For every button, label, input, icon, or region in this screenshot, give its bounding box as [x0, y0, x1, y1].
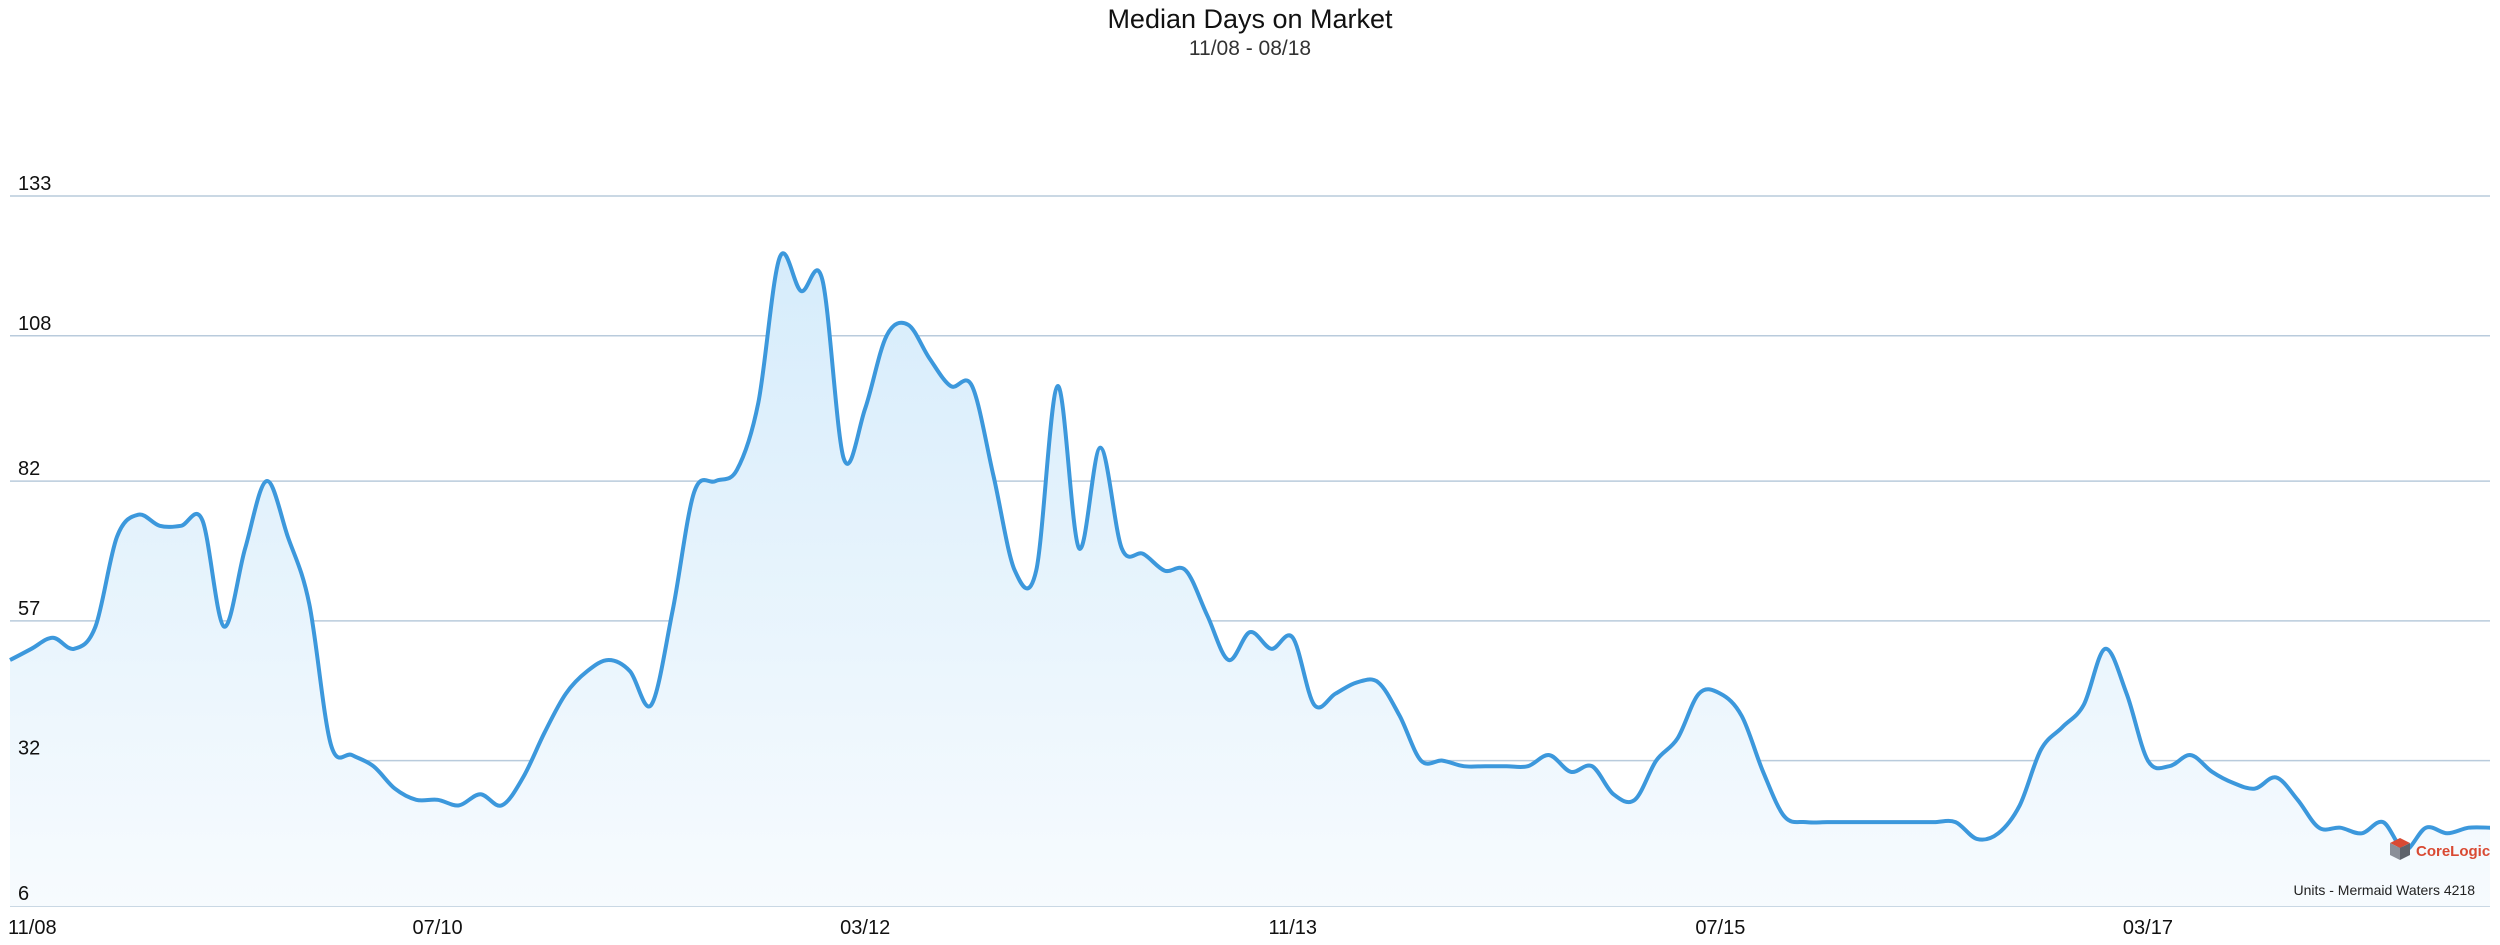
y-tick-label: 6	[18, 883, 29, 905]
chart-footnote: Units - Mermaid Waters 4218	[2293, 882, 2475, 898]
x-tick-label: 07/15	[1695, 917, 1745, 939]
area-layer	[10, 253, 2490, 906]
line-layer	[9, 251, 2491, 853]
x-tick-label: 07/10	[413, 917, 463, 939]
x-axis-ticks: 11/08 07/10 03/12 11/13 07/15 03/17	[8, 917, 2173, 939]
y-tick-label: 133	[18, 173, 51, 195]
x-tick-label: 03/12	[840, 917, 890, 939]
cube-icon	[2390, 838, 2410, 860]
x-tick-label: 11/13	[1268, 917, 1317, 939]
chart-title: Median Days on Market	[1107, 4, 1393, 34]
x-tick-label: 03/17	[2123, 917, 2173, 939]
y-tick-label: 108	[18, 313, 51, 335]
corelogic-logo: CoreLogic	[2390, 838, 2490, 860]
y-tick-label: 32	[18, 738, 40, 760]
chart-subtitle: 11/08 - 08/18	[1188, 37, 1312, 60]
title-block: Median Days on Market 11/08 - 08/18	[0, 0, 2500, 62]
y-tick-label: 57	[18, 598, 40, 620]
x-tick-label: 11/08	[8, 917, 57, 939]
series-line	[9, 251, 2491, 853]
y-tick-label: 82	[18, 458, 40, 480]
y-axis-ticks: 6 32 57 82 108 133	[18, 173, 51, 905]
area-fill	[10, 253, 2490, 906]
corelogic-wordmark: CoreLogic	[2416, 843, 2490, 860]
